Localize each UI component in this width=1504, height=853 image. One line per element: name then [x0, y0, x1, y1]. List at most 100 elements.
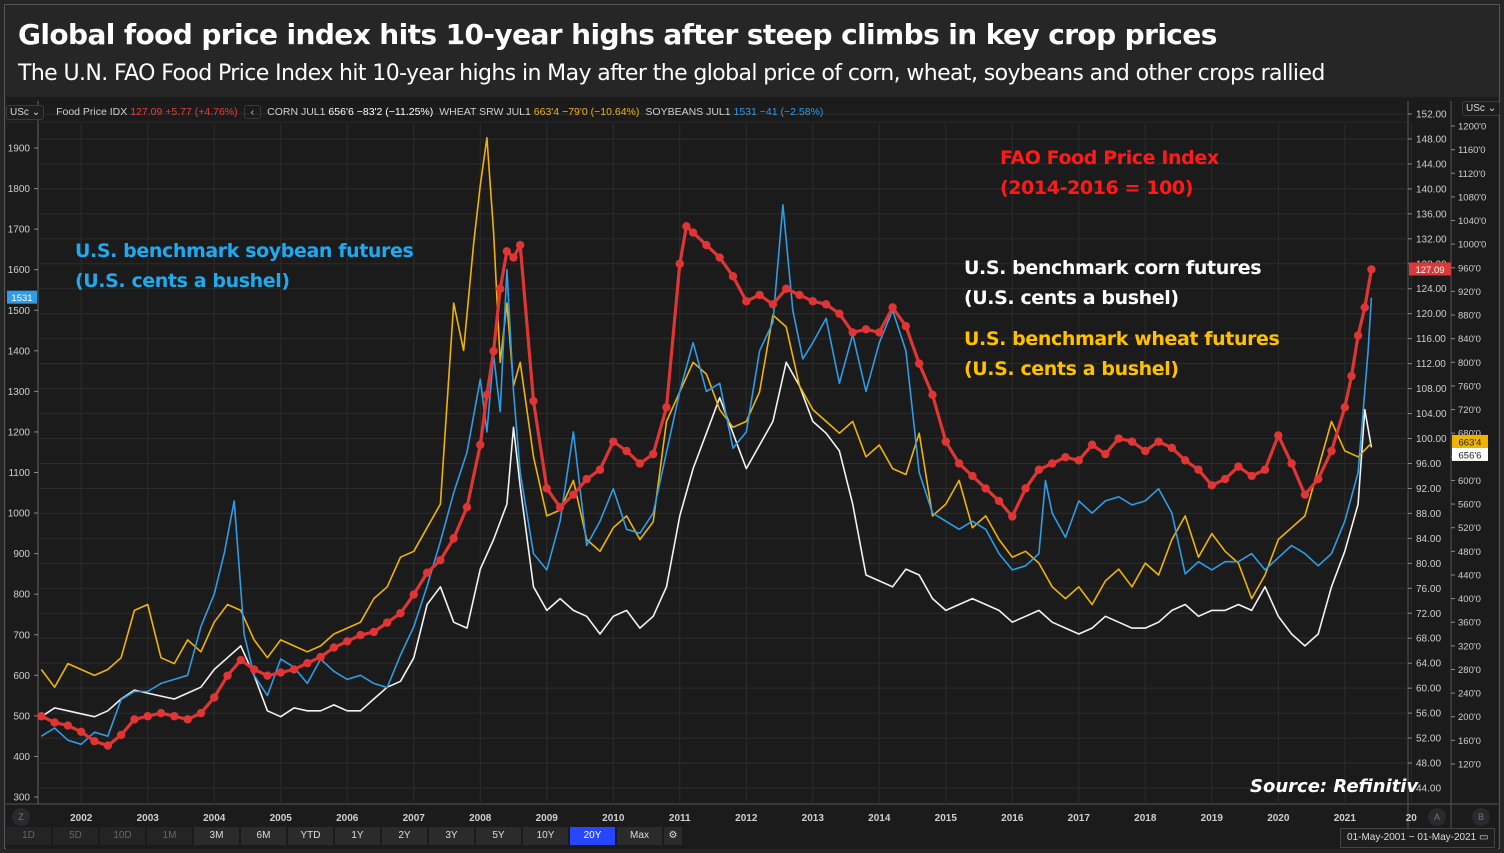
range-button-1y[interactable]: 1Y [335, 827, 380, 845]
series-point [569, 490, 578, 499]
series-point [489, 346, 498, 356]
axis-b-tick-label: 960'0 [1458, 263, 1481, 274]
instrument-price: 656'6 [328, 106, 354, 118]
series-point [1047, 459, 1057, 468]
series-point [436, 556, 445, 565]
series-point [496, 284, 505, 293]
series-point [369, 627, 379, 637]
instrument-soybeans[interactable]: SOYBEANS JUL1 1531 −41 (−2.58%) [645, 106, 823, 118]
series-point [795, 290, 804, 300]
series-point [1220, 474, 1230, 484]
x-tick-label: 2015 [935, 813, 958, 824]
series-point [422, 568, 432, 577]
chevron-down-icon: ⌄ [1487, 103, 1497, 114]
axis-a-tick-label: 144.00 [1416, 159, 1447, 170]
date-range-text: 01-May-2001 − 01-May-2021 [1347, 832, 1477, 843]
range-button-20y[interactable]: 20Y [570, 827, 615, 845]
series-point [1154, 437, 1163, 446]
axis-a-button[interactable]: A [1428, 808, 1446, 826]
range-button-10y[interactable]: 10Y [523, 827, 568, 845]
axis-b-tick-label: 360'0 [1458, 618, 1481, 629]
series-point [1141, 446, 1150, 456]
instrument-wheat[interactable]: WHEAT SRW JUL1 663'4 −79'0 (−10.64%) [439, 106, 639, 118]
left-tick-label: 800 [13, 590, 30, 601]
left-tick-label: 1800 [8, 184, 31, 195]
settings-gear-icon[interactable]: ⚙ [664, 827, 682, 845]
left-tick-label: 600 [13, 671, 30, 682]
series-point [888, 303, 897, 312]
instrument-food-price[interactable]: Food Price IDX 127.09 +5.77 (+4.76%) [56, 106, 238, 118]
axis-a-tick-label: 124.00 [1416, 284, 1447, 295]
x-tick-label: 2008 [469, 813, 492, 824]
series-point [968, 471, 977, 481]
gridlines [38, 113, 1412, 804]
annotation-fao-line1: FAO Food Price Index [1000, 147, 1219, 169]
instrument-name: SOYBEANS JUL1 [645, 106, 731, 118]
series-point [482, 390, 492, 400]
x-tick-label: 2016 [1001, 813, 1024, 824]
series-point [529, 396, 538, 406]
collapse-legend-button[interactable]: ‹ [243, 105, 262, 119]
series-point [1353, 331, 1363, 340]
left-unit-dropdown[interactable]: USc ⌄ [6, 104, 45, 120]
series-point [343, 637, 352, 646]
left-tick-label: 1400 [8, 346, 31, 357]
range-button-max[interactable]: Max [617, 827, 662, 845]
series-point [1061, 453, 1070, 462]
axis-b-tick-label: 560'0 [1458, 500, 1481, 511]
axis-b-tick-label: 880'0 [1458, 311, 1481, 322]
range-button-1m[interactable]: 1M [147, 827, 192, 845]
range-button-2y[interactable]: 2Y [382, 827, 427, 845]
axis-b-tick-label: 1160'0 [1458, 145, 1486, 156]
series-point [1034, 465, 1044, 474]
range-button-6m[interactable]: 6M [241, 827, 286, 845]
range-button-5y[interactable]: 5Y [476, 827, 521, 845]
x-tick-label: 2006 [336, 813, 359, 824]
series-point [509, 253, 518, 262]
axis-a-tick-label: 80.00 [1416, 559, 1441, 570]
series-point [715, 253, 724, 262]
svg-text:656'6: 656'6 [1459, 450, 1482, 461]
instrument-name: WHEAT SRW JUL1 [439, 106, 531, 118]
range-button-10d[interactable]: 10D [100, 827, 145, 845]
series-point [356, 630, 365, 640]
series-point [702, 240, 711, 250]
series-point [914, 359, 924, 368]
range-button-3y[interactable]: 3Y [429, 827, 474, 845]
instrument-name: Food Price IDX [56, 106, 128, 118]
axis-b-tick-label: 920'0 [1458, 287, 1481, 298]
series-point [183, 715, 192, 724]
axis-b-button[interactable]: B [1472, 808, 1490, 826]
range-button-5d[interactable]: 5D [53, 827, 98, 845]
series-point [156, 708, 166, 718]
left-tick-label: 500 [13, 711, 30, 722]
date-range-picker[interactable]: 01-May-2001 − 01-May-2021 ▭ [1340, 828, 1496, 848]
series-point [316, 652, 325, 662]
series-point [329, 643, 339, 652]
axis-a-tick-label: 56.00 [1416, 709, 1441, 720]
annotation-corn: U.S. benchmark corn futures (U.S. cents … [964, 253, 1262, 313]
instrument-price: 1531 [733, 106, 757, 118]
series-point [502, 247, 512, 256]
axis-b-tick-label: 680'0 [1458, 429, 1481, 440]
instrument-corn[interactable]: CORN JUL1 656'6 −83'2 (−11.25%) [267, 106, 433, 118]
annotation-fao: FAO Food Price Index (2014-2016 = 100) [1000, 143, 1219, 203]
range-button-3m[interactable]: 3M [194, 827, 239, 845]
right-unit-dropdown[interactable]: USc ⌄ [1462, 101, 1501, 116]
series-point [103, 741, 113, 750]
range-button-1d[interactable]: 1D [6, 827, 51, 845]
zoom-axis-button[interactable]: Z [12, 808, 30, 826]
annotation-wheat-line2: (U.S. cents a bushel) [964, 358, 1179, 380]
series-point [396, 609, 405, 618]
axis-a-tick-label: 104.00 [1416, 409, 1447, 420]
svg-text:663'4: 663'4 [1459, 437, 1482, 448]
axis-a-tick-label: 140.00 [1416, 184, 1447, 195]
axis-a-tick-label: 76.00 [1416, 584, 1441, 595]
instrument-name: CORN JUL1 [267, 106, 326, 118]
series-point [1181, 456, 1190, 465]
range-button-ytd[interactable]: YTD [288, 827, 333, 845]
axis-a-tick-label: 52.00 [1416, 734, 1441, 745]
series-point [1074, 456, 1084, 465]
range-selector: 1D 5D 10D 1M 3M 6M YTD 1Y 2Y 3Y 5Y 10Y 20Y Max ⚙ [6, 827, 684, 847]
series-point [682, 222, 691, 231]
